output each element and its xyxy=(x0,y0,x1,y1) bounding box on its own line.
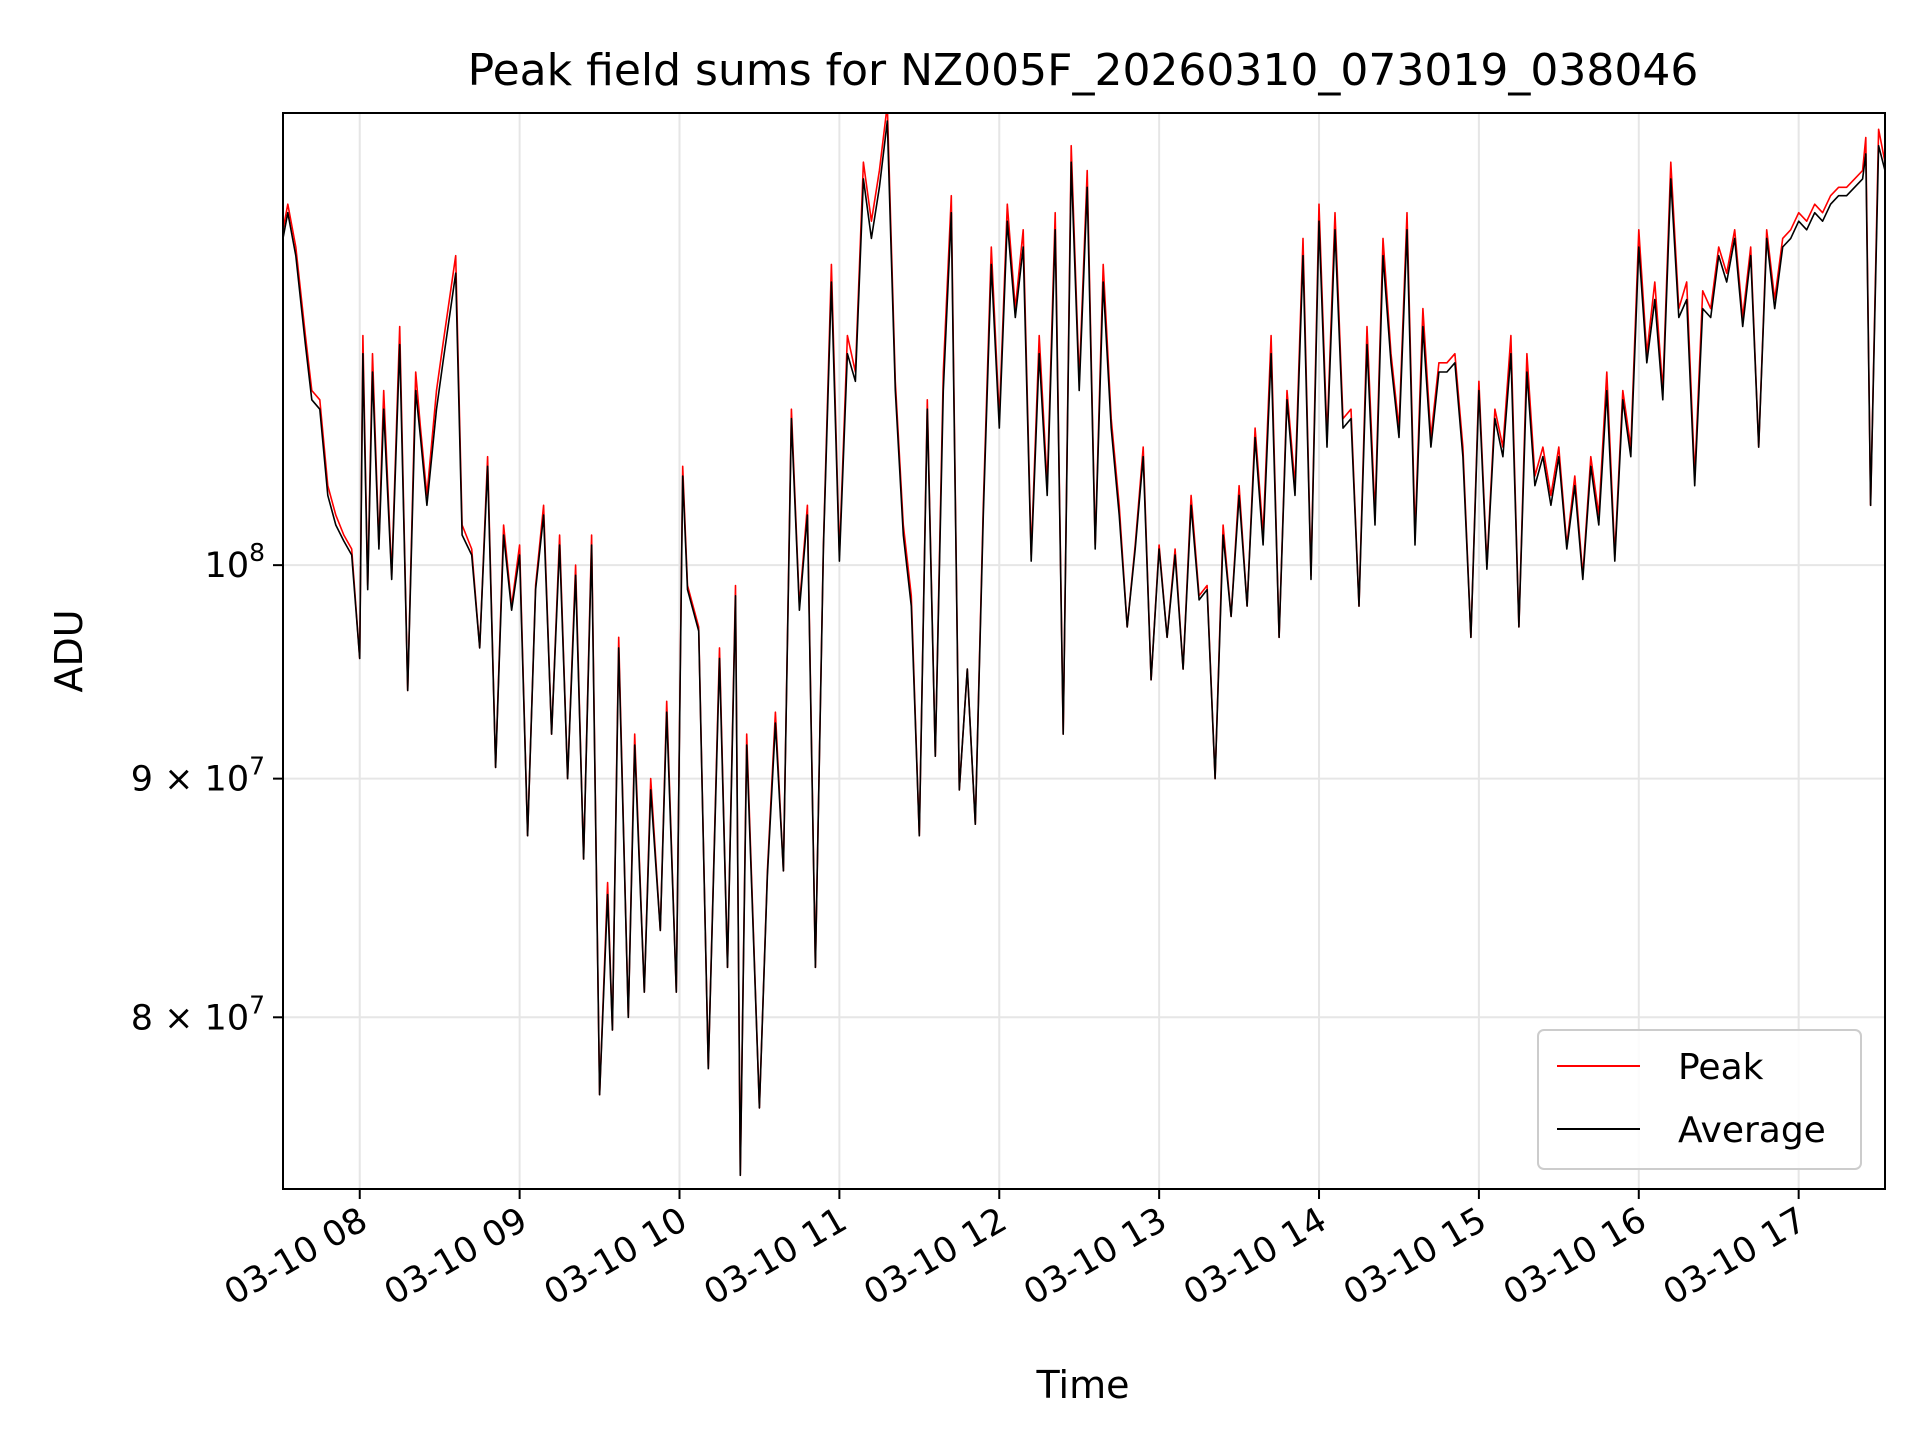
gridlines xyxy=(283,113,1885,1189)
y-tick-mantissa: 8 xyxy=(131,998,153,1038)
x-axis-label: Time xyxy=(1036,1363,1130,1407)
y-tick-label: 8 × 107 xyxy=(131,990,265,1038)
legend-peak-label: Peak xyxy=(1678,1047,1764,1088)
y-tick-exponent: 8 xyxy=(249,538,265,567)
y-tick-exponent: 7 xyxy=(249,990,265,1019)
y-tick-label: 108 xyxy=(205,538,265,586)
y-tick-times: × 10 xyxy=(153,760,249,800)
series-lines xyxy=(283,113,1885,1177)
plot-frame xyxy=(282,112,1886,1190)
series-line-average xyxy=(283,120,1885,1177)
y-tick-base: 10 xyxy=(205,546,250,586)
legend-box xyxy=(1537,1029,1862,1170)
legend: Peak Average xyxy=(1537,1029,1862,1170)
y-tick-exponent: 7 xyxy=(249,752,265,781)
y-axis-label: ADU xyxy=(47,609,91,692)
y-tick-times: × 10 xyxy=(153,998,249,1038)
y-tick-mantissa: 9 xyxy=(131,760,153,800)
legend-average-label: Average xyxy=(1678,1110,1826,1151)
y-tick-label: 9 × 107 xyxy=(131,752,265,800)
chart-title: Peak field sums for NZ005F_20260310_0730… xyxy=(468,45,1699,96)
